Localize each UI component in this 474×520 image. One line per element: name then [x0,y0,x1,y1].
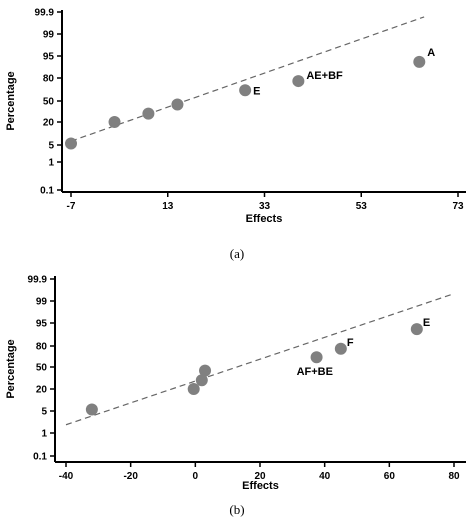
x-tick-label: -7 [67,201,76,212]
data-point [239,84,252,97]
y-tick-label: 1 [48,158,54,169]
data-point [199,364,212,377]
y-tick-label: 5 [48,141,54,152]
data-point [85,403,98,416]
data-point [310,351,323,364]
y-tick-label: 0.1 [33,452,47,463]
y-tick-label: 99.9 [28,275,48,286]
y-tick-label: 99 [36,297,48,308]
x-tick-label: 80 [448,471,460,482]
data-point-label: F [347,337,354,349]
x-tick-label: -40 [59,471,74,482]
data-point [65,137,77,150]
y-tick-label: 99 [43,30,55,41]
data-point [142,107,155,120]
data-point-label: A [427,47,435,59]
x-tick-label: 60 [384,471,396,482]
panel-a: 0.1 1 5 20 50 80 95 99 99.9 -7 13 33 53 73 Percentage E… [5,8,466,261]
y-tick-label: 20 [43,118,55,129]
y-tick-label: 0.1 [40,186,54,197]
x-tick-label: 73 [452,201,464,212]
y-tick-label: 95 [36,319,48,330]
data-point-label: E [253,85,260,97]
y-tick-label: 99.9 [35,8,55,19]
data-point [413,55,426,68]
data-point [108,116,121,128]
x-tick-label: 13 [162,201,174,212]
data-point-label: AF+BE [297,366,333,378]
x-tick-label: 40 [319,471,331,482]
x-tick-label: 20 [254,471,266,482]
data-point-label: E [423,317,430,329]
panel-caption: (b) [229,502,244,517]
y-tick-label: 5 [41,407,47,418]
y-axis-title: Percentage [5,339,17,398]
y-tick-label: 50 [43,97,55,108]
y-tick-label: 20 [36,385,48,396]
y-tick-label: 80 [43,74,55,85]
y-tick-label: 50 [36,363,48,374]
x-axis-title: Effects [246,213,283,225]
panel-caption: (a) [230,246,244,261]
x-tick-label: -20 [123,471,138,482]
data-point [334,342,347,355]
data-point [171,98,184,111]
y-tick-label: 1 [41,429,47,440]
data-point [195,374,208,387]
x-axis-title: Effects [242,480,279,492]
data-point [187,383,200,395]
reference-line [65,293,455,426]
data-point [292,75,305,88]
y-tick-label: 80 [36,342,48,353]
x-tick-label: 53 [356,201,368,212]
panel-b: 0.1 1 5 20 50 80 95 99 99.9 -40 -20 0 20 40 60 80 Percen… [5,275,466,517]
data-point [410,323,423,336]
data-point-label: AE+BF [306,70,343,82]
y-axis-title: Percentage [5,71,17,130]
reference-line [70,16,425,142]
x-tick-label: 0 [193,471,199,482]
y-tick-label: 95 [43,52,55,63]
x-tick-label: 33 [259,201,271,212]
